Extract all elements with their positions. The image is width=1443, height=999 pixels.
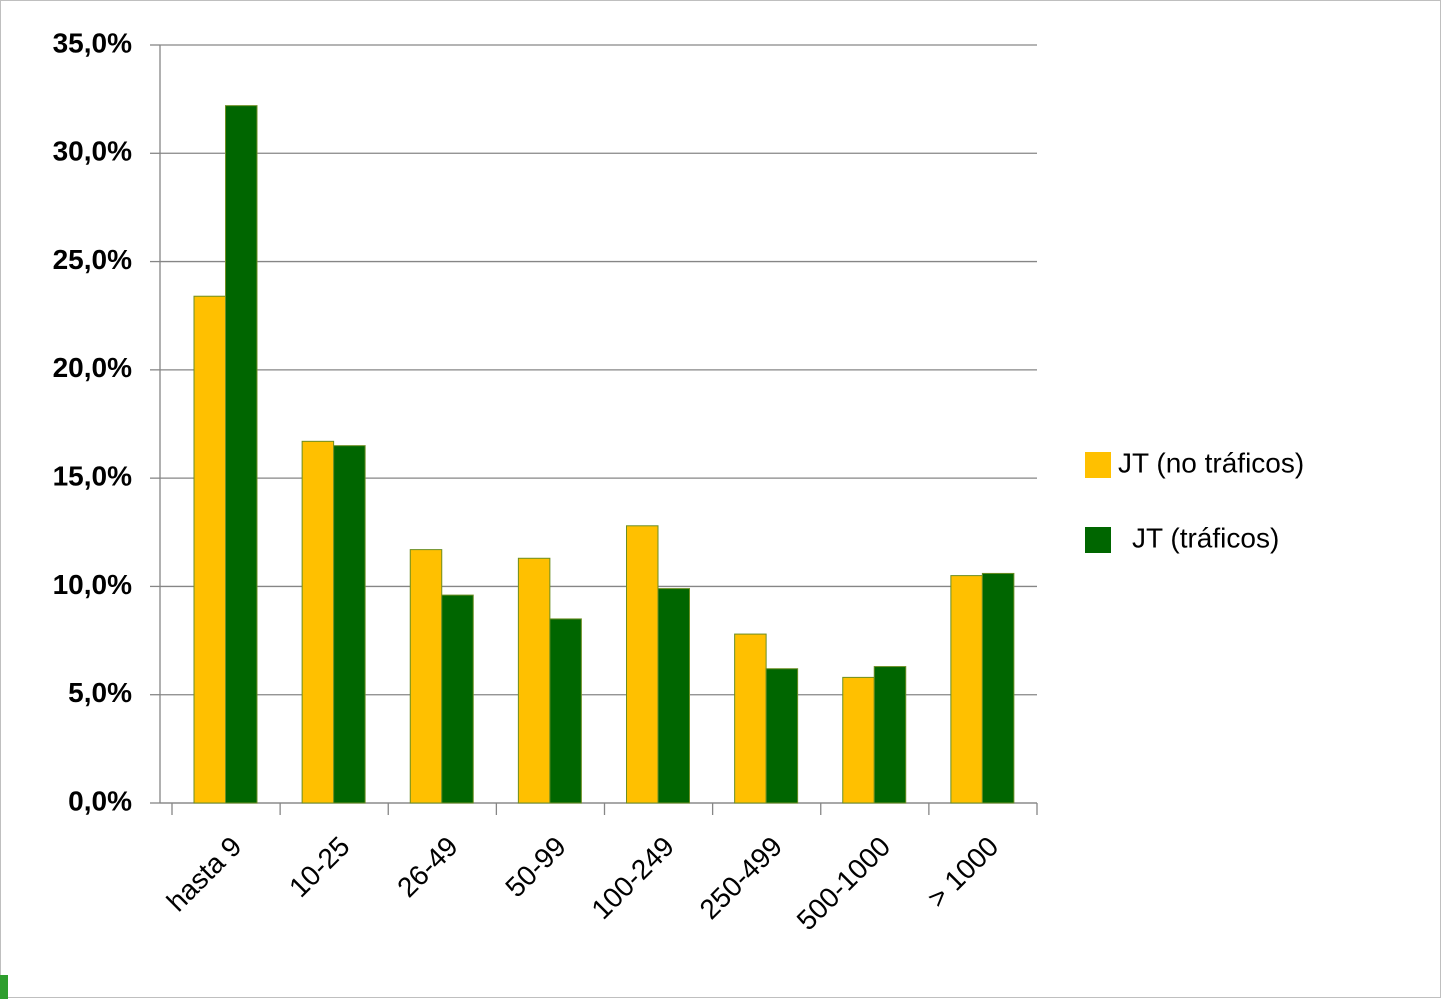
bar: [193, 295, 226, 804]
x-tick-label: 250-499: [694, 831, 789, 926]
bar: [517, 557, 551, 804]
legend-label: JT (tráficos): [1132, 522, 1279, 553]
bar: [441, 594, 474, 804]
x-tick-label: > 1000: [921, 831, 1004, 914]
corner-mark: [0, 975, 8, 999]
bar: [225, 105, 258, 804]
x-tick-label: 10-25: [283, 831, 356, 904]
bar: [734, 633, 767, 804]
x-tick-label: 100-249: [585, 831, 680, 926]
bar: [301, 440, 335, 804]
bar: [981, 572, 1015, 804]
y-tick-label: 15,0%: [53, 461, 132, 492]
bar: [549, 618, 582, 804]
bar: [333, 445, 366, 804]
bar: [950, 575, 983, 804]
y-tick-label: 30,0%: [53, 136, 132, 167]
x-tick-label: hasta 9: [161, 831, 248, 918]
x-tick-label: 50-99: [499, 831, 572, 904]
legend-swatch: [1085, 527, 1111, 553]
bar: [657, 588, 690, 804]
y-tick-label: 10,0%: [53, 569, 132, 600]
y-tick-label: 0,0%: [68, 785, 132, 816]
y-tick-label: 25,0%: [53, 244, 132, 275]
legend-swatch: [1085, 452, 1111, 478]
bar: [873, 666, 907, 804]
legend-label: JT (no tráficos): [1118, 447, 1304, 478]
y-tick-label: 20,0%: [53, 352, 132, 383]
x-tick-label: 500-1000: [791, 831, 897, 937]
bar: [765, 668, 799, 804]
x-tick-label: 26-49: [391, 831, 464, 904]
bar: [842, 676, 875, 804]
y-tick-label: 35,0%: [53, 27, 132, 58]
bar: [626, 525, 659, 804]
y-tick-label: 5,0%: [68, 677, 132, 708]
bar: [409, 549, 443, 804]
